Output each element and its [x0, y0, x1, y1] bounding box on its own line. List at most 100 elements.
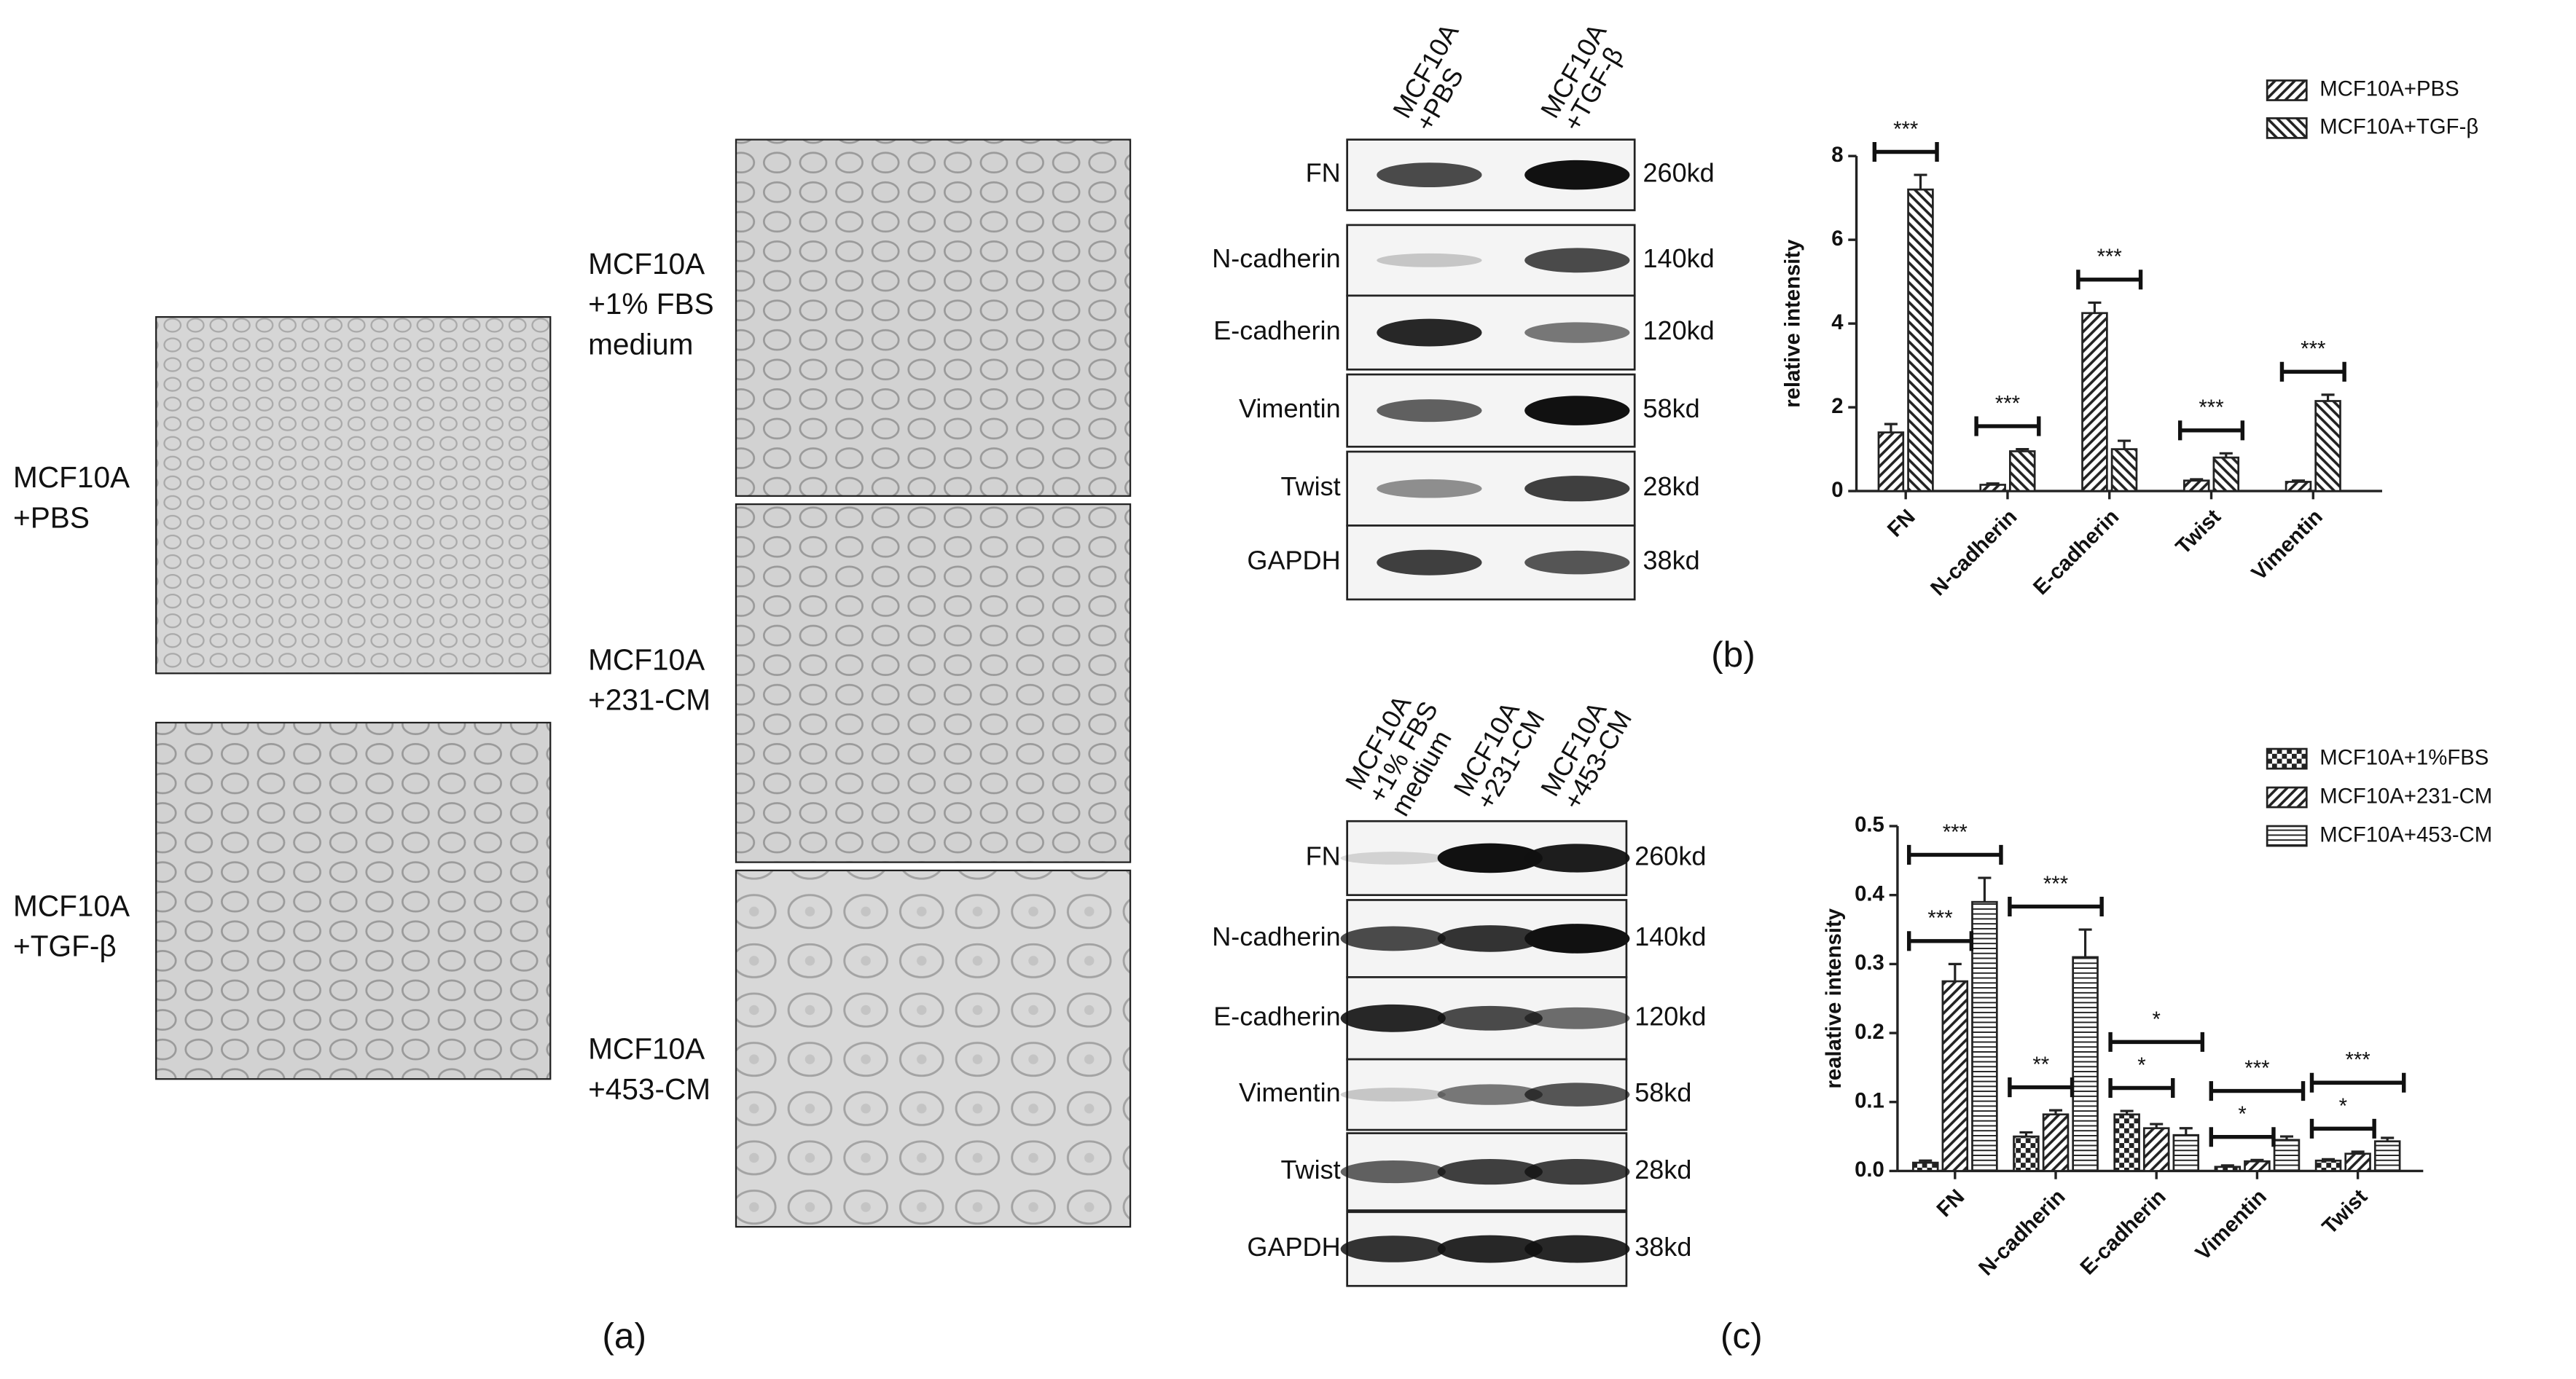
x-tick-label: Vimentin [2247, 505, 2327, 585]
bar [2273, 1139, 2301, 1172]
x-tick-label: FN [1883, 505, 1920, 542]
blot-band [1377, 162, 1482, 188]
bar [2081, 312, 2108, 492]
blot-band [1340, 1160, 1446, 1184]
image-caption: MCF10A [588, 1032, 705, 1066]
blot-band [1377, 479, 1482, 498]
significance-label: * [2153, 1007, 2161, 1032]
significance-label: * [2339, 1094, 2347, 1118]
y-tick-label: 0 [1831, 478, 1843, 502]
x-tick-label: Vimentin [2191, 1184, 2271, 1265]
image-caption: medium [588, 327, 693, 361]
size-label: 28kd [1643, 471, 1699, 501]
error-bar [2118, 439, 2131, 449]
error-bar [1986, 482, 2000, 485]
blot-band [1524, 322, 1630, 343]
error-bar [2321, 393, 2335, 401]
error-bar [1914, 173, 1927, 190]
protein-label: N-cadherin [1212, 243, 1340, 273]
size-label: 58kd [1643, 393, 1699, 423]
bar [2110, 448, 2138, 492]
bar [2008, 450, 2036, 492]
protein-label: Vimentin [1239, 393, 1341, 423]
y-tick-label: 0.0 [1855, 1158, 1884, 1182]
panel-label: (a) [602, 1315, 646, 1356]
size-label: 120kd [1635, 1001, 1706, 1031]
error-bar [2291, 479, 2306, 482]
legend-swatch [2266, 117, 2308, 139]
blot-band [1524, 1007, 1630, 1029]
significance-label: * [2238, 1102, 2246, 1126]
bar [2013, 1135, 2040, 1172]
significance-bracket [2008, 896, 2104, 916]
x-tick-label: E-cadherin [2075, 1184, 2170, 1279]
image-caption: +1% FBS [588, 287, 714, 321]
error-bar [1948, 962, 1962, 982]
significance-label: *** [2097, 245, 2122, 269]
x-tick-label: Twist [2317, 1184, 2372, 1239]
legend-label: MCF10A+1%FBS [2319, 745, 2489, 769]
bar [1941, 980, 1969, 1172]
blot-band [1437, 1158, 1543, 1185]
bar [2113, 1113, 2140, 1172]
significance-bracket [2008, 1077, 2075, 1098]
bar [1979, 484, 2006, 492]
size-label: 260kd [1635, 841, 1706, 871]
bar [1907, 188, 1934, 492]
bar [1877, 431, 1905, 492]
y-axis-label: relative intensity [1781, 239, 1805, 408]
significance-bracket [2177, 420, 2245, 441]
bar [2285, 481, 2312, 492]
image-caption: +453-CM [588, 1072, 710, 1106]
blot-band [1377, 399, 1482, 423]
y-tick-label: 0.3 [1855, 951, 1884, 975]
protein-label: E-cadherin [1213, 1001, 1340, 1031]
significance-label: *** [2199, 396, 2223, 420]
blot-band [1524, 1083, 1630, 1107]
y-tick-label: 0.1 [1855, 1088, 1884, 1112]
image-caption: +231-CM [588, 683, 710, 717]
micrograph [735, 138, 1132, 497]
size-label: 140kd [1635, 922, 1706, 951]
x-tick-label: FN [1932, 1184, 1969, 1222]
protein-label: GAPDH [1247, 546, 1340, 575]
blot-band [1437, 843, 1543, 873]
x-tick-label: E-cadherin [2029, 505, 2123, 600]
legend-label: MCF10A+453-CM [2319, 822, 2492, 846]
micrograph [155, 315, 552, 675]
y-tick-label: 8 [1831, 143, 1843, 167]
blot-band [1524, 1158, 1630, 1185]
significance-label: *** [1927, 906, 1952, 930]
x-tick-label: N-cadherin [1974, 1184, 2070, 1281]
significance-bracket [2108, 1077, 2175, 1099]
significance-label: *** [2043, 872, 2068, 896]
image-caption: +TGF-β [13, 930, 117, 963]
panel-label: (c) [1720, 1315, 1763, 1356]
bar [2373, 1140, 2401, 1172]
protein-label: FN [1306, 841, 1341, 871]
micrograph [155, 721, 552, 1080]
legend-label: MCF10A+PBS [2319, 77, 2459, 101]
x-tick-label: N-cadherin [1926, 505, 2022, 601]
size-label: 28kd [1635, 1155, 1691, 1184]
protein-label: Twist [1280, 471, 1340, 501]
size-label: 38kd [1635, 1232, 1691, 1262]
bar [2172, 1134, 2200, 1172]
significance-bracket [1906, 844, 2003, 865]
panel-label: (b) [1711, 634, 1755, 675]
significance-bracket [2309, 1118, 2376, 1139]
error-bar [1884, 423, 1898, 433]
error-bar [2078, 928, 2092, 957]
blot-band [1524, 396, 1630, 425]
bar [1971, 900, 1998, 1172]
y-tick-label: 0.4 [1855, 881, 1884, 905]
blot-band [1340, 926, 1446, 951]
bar [2142, 1127, 2170, 1172]
legend-swatch [2266, 786, 2308, 809]
y-tick-label: 6 [1831, 227, 1843, 251]
protein-label: GAPDH [1247, 1232, 1340, 1262]
blot-band [1340, 1004, 1446, 1032]
error-bar [2150, 1123, 2164, 1128]
